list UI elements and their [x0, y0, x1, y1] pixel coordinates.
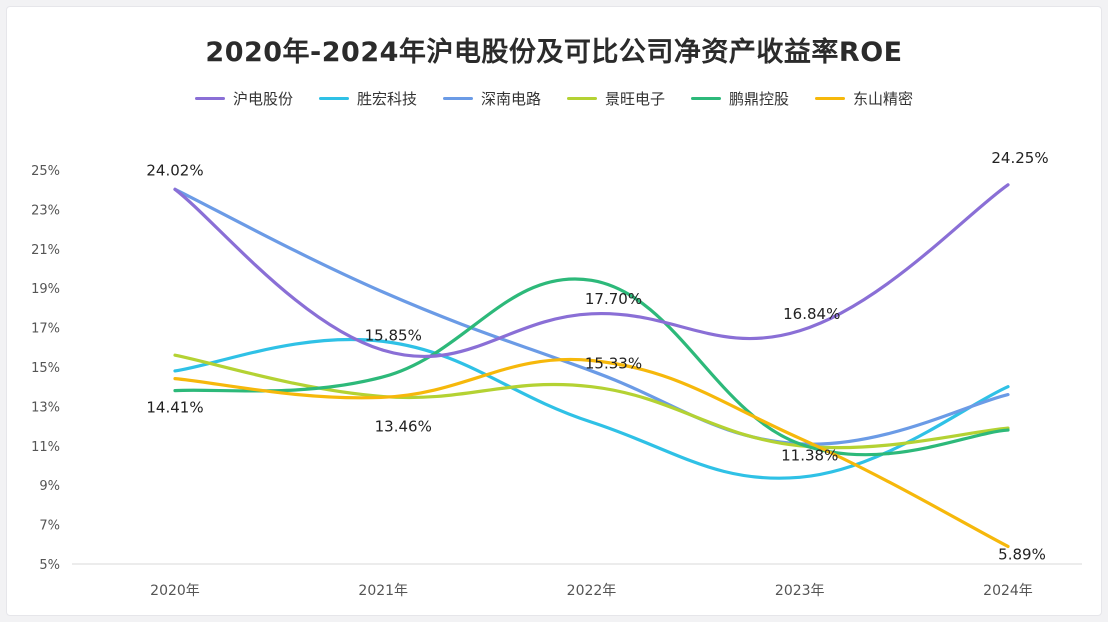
legend-label: 景旺电子: [605, 90, 666, 108]
legend-swatch: [815, 97, 846, 100]
y-tick-label: 25%: [31, 164, 60, 179]
series-line-0: [173, 183, 1010, 359]
series-line-4: [173, 277, 1010, 457]
data-label: 24.25%: [991, 149, 1048, 167]
y-tick-label: 21%: [31, 243, 60, 258]
legend-swatch: [194, 97, 225, 100]
data-label: 14.41%: [146, 399, 203, 417]
legend-item: 深南电路: [442, 88, 541, 109]
series-line-5: [173, 357, 1010, 549]
legend-swatch: [567, 97, 597, 100]
y-tick-label: 13%: [31, 400, 60, 415]
x-tick-label: 2021年: [358, 583, 408, 599]
data-label: 24.02%: [146, 161, 203, 179]
legend-label: 胜宏科技: [356, 90, 417, 108]
legend-item: 景旺电子: [567, 88, 665, 109]
data-label: 15.33%: [585, 354, 642, 372]
x-tick-label: 2020年: [150, 583, 200, 599]
legend-item: 鹏鼎控股: [691, 88, 789, 109]
x-tick-label: 2022年: [567, 583, 617, 599]
data-label: 13.46%: [375, 417, 432, 435]
y-tick-label: 7%: [39, 519, 60, 534]
legend-swatch: [442, 97, 473, 100]
data-label: 15.85%: [365, 326, 422, 344]
legend-item: 东山精密: [815, 88, 913, 109]
legend-label: 沪电股份: [232, 90, 293, 108]
legend-swatch: [318, 97, 349, 100]
legend-label: 深南电路: [480, 90, 541, 108]
y-tick-label: 5%: [39, 558, 60, 573]
x-tick-label: 2023年: [775, 583, 825, 599]
series-line-2: [173, 187, 1010, 446]
y-tick-label: 15%: [31, 361, 60, 376]
legend-item: 胜宏科技: [318, 88, 417, 109]
y-tick-label: 9%: [39, 479, 60, 494]
y-tick-label: 17%: [31, 322, 60, 337]
y-tick-label: 23%: [31, 203, 60, 218]
chart-card: [6, 6, 1102, 616]
y-tick-label: 19%: [31, 282, 60, 297]
x-tick-label: 2024年: [983, 583, 1033, 599]
chart-title: 2020年-2024年沪电股份及可比公司净资产收益率ROE: [205, 37, 903, 68]
data-label: 16.84%: [783, 305, 840, 323]
y-tick-label: 11%: [31, 440, 60, 455]
legend-item: 沪电股份: [194, 88, 293, 109]
legend-label: 东山精密: [853, 90, 914, 108]
data-label: 11.38%: [781, 446, 838, 464]
chart-legend: 沪电股份 胜宏科技 深南电路 景旺电子 鹏鼎控股 东山精密: [0, 88, 1108, 109]
legend-swatch: [691, 97, 722, 100]
data-label: 5.89%: [998, 545, 1046, 563]
data-label: 17.70%: [585, 290, 642, 308]
series-line-3: [173, 353, 1010, 450]
legend-label: 鹏鼎控股: [729, 90, 790, 108]
